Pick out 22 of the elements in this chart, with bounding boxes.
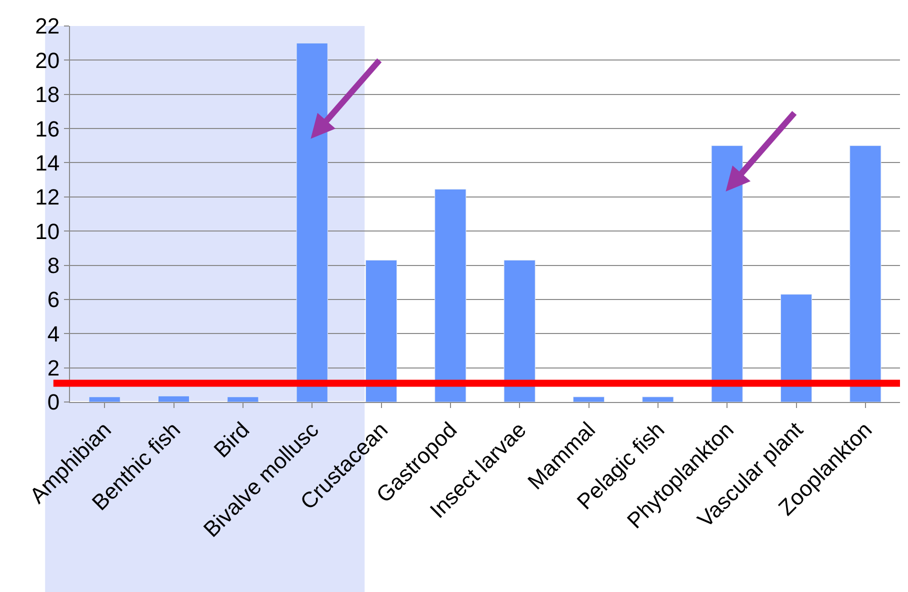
y-tick-label: 0 <box>47 390 60 415</box>
y-tick-label: 10 <box>35 218 60 244</box>
bar <box>227 396 259 402</box>
y-tick-label: 16 <box>35 116 60 142</box>
bar <box>88 396 120 402</box>
bar <box>642 396 674 402</box>
bar <box>158 396 190 402</box>
y-tick-label: 4 <box>47 321 60 346</box>
bar <box>434 188 466 402</box>
bar <box>572 396 605 402</box>
y-tick-label: 18 <box>35 82 60 108</box>
bar <box>780 294 812 402</box>
y-tick-label: 14 <box>35 150 60 176</box>
y-tick-label: 20 <box>35 48 60 73</box>
y-tick-label: 6 <box>47 287 60 312</box>
bar <box>504 260 536 402</box>
y-tick-label: 12 <box>35 184 60 210</box>
bar <box>850 145 882 402</box>
y-tick-label: 2 <box>47 356 60 381</box>
y-tick-label: 22 <box>35 14 60 39</box>
y-tick-label: 8 <box>47 252 60 278</box>
x-tick-label: Bird <box>208 417 254 462</box>
